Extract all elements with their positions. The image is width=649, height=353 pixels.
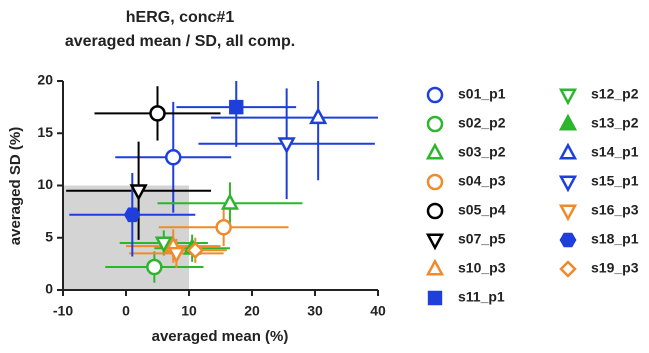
- legend-marker: [426, 86, 444, 104]
- x-tick-label: 40: [370, 303, 386, 319]
- legend-label: s02_p2: [458, 115, 506, 131]
- legend-marker: [425, 258, 445, 276]
- x-tick-label: 0: [122, 303, 130, 319]
- legend-label: s15_p1: [591, 173, 639, 189]
- legend-marker: [425, 233, 445, 251]
- legend-marker: [558, 175, 578, 193]
- legend-label: s04_p3: [458, 173, 506, 189]
- marker: [309, 107, 328, 125]
- marker-layer: [123, 99, 328, 276]
- y-tick-label: 5: [45, 228, 53, 244]
- legend-marker: [558, 88, 578, 106]
- legend-label: s13_p2: [591, 115, 639, 131]
- legend-label: s19_p3: [591, 260, 639, 276]
- legend-marker: [559, 260, 577, 278]
- legend-marker: [558, 204, 578, 222]
- y-tick-label: 10: [37, 176, 53, 192]
- x-axis-label: averaged mean (%): [152, 328, 289, 345]
- marker: [149, 105, 166, 122]
- legend-marker: [558, 142, 578, 160]
- chart-subtitle: averaged mean / SD, all comp.: [65, 33, 295, 50]
- legend-label: s07_p5: [458, 231, 506, 247]
- y-tick-label: 0: [45, 281, 53, 297]
- legend-marker: [559, 232, 577, 248]
- marker: [186, 241, 205, 260]
- marker: [220, 192, 240, 210]
- y-tick-label: 15: [37, 124, 53, 140]
- marker: [229, 99, 244, 115]
- marker: [215, 219, 232, 236]
- legend-marker: [427, 290, 443, 306]
- chart-title: hERG, conc#1: [126, 9, 235, 26]
- x-tick-label: 30: [307, 303, 323, 319]
- marker: [146, 258, 163, 276]
- marker: [123, 207, 141, 223]
- marker: [277, 137, 296, 155]
- legend-label: s05_p4: [458, 202, 506, 218]
- legend-marker: [426, 173, 444, 191]
- legend-label: s03_p2: [458, 144, 506, 160]
- legend-label: s14_p1: [591, 144, 639, 160]
- marker: [164, 149, 182, 166]
- x-tick-label: -10: [53, 303, 73, 319]
- legend-label: s01_p1: [458, 86, 506, 102]
- x-tick-label: 20: [244, 303, 260, 319]
- legend-marker: [426, 202, 444, 220]
- legend-label: s10_p3: [458, 260, 506, 276]
- legend-label: s11_p1: [458, 289, 505, 305]
- y-tick-label: 20: [37, 72, 53, 88]
- y-axis-label: averaged SD (%): [7, 127, 24, 245]
- legend: s01_p1 s02_p2 s03_p2 s04_p3 s05_p4 s07_p5 s10_…: [425, 86, 639, 306]
- legend-marker: [426, 115, 444, 133]
- legend-label: s16_p3: [591, 202, 639, 218]
- legend-label: s12_p2: [591, 86, 639, 102]
- x-tick-label: 10: [181, 303, 197, 319]
- marker: [167, 246, 186, 264]
- legend-marker: [425, 142, 445, 160]
- marker: [154, 236, 173, 254]
- marker: [129, 184, 148, 202]
- legend-marker: [558, 113, 578, 131]
- legend-label: s18_p1: [591, 231, 639, 247]
